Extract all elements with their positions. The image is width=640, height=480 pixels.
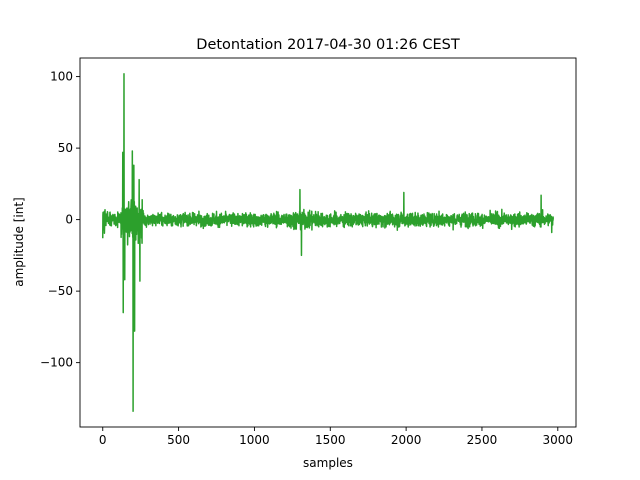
x-tick-label: 1500 [315, 433, 346, 447]
axes-frame [79, 57, 577, 428]
x-tick-label: 1000 [239, 433, 270, 447]
plot-area [79, 57, 577, 428]
x-tick-label: 500 [167, 433, 190, 447]
x-tick-label: 2000 [391, 433, 422, 447]
y-tick-label: −50 [48, 284, 73, 298]
y-tick-label: 100 [50, 70, 73, 84]
x-tick-label: 0 [99, 433, 107, 447]
x-axis-label: samples [303, 456, 353, 470]
chart-title: Detontation 2017-04-30 01:26 CEST [196, 37, 460, 53]
y-axis-label: amplitude [int] [12, 197, 26, 286]
x-tick-label: 3000 [543, 433, 574, 447]
y-tick-label: 50 [58, 141, 73, 155]
y-tick-label: −100 [40, 356, 73, 370]
x-tick-label: 2500 [467, 433, 498, 447]
series-layer [102, 72, 554, 413]
x-axis: 0 500 1000 1500 2000 2500 3000 [99, 427, 573, 447]
series-line [102, 72, 554, 413]
y-tick-label: 0 [65, 213, 73, 227]
y-axis: −100 −50 0 50 100 [40, 70, 80, 370]
